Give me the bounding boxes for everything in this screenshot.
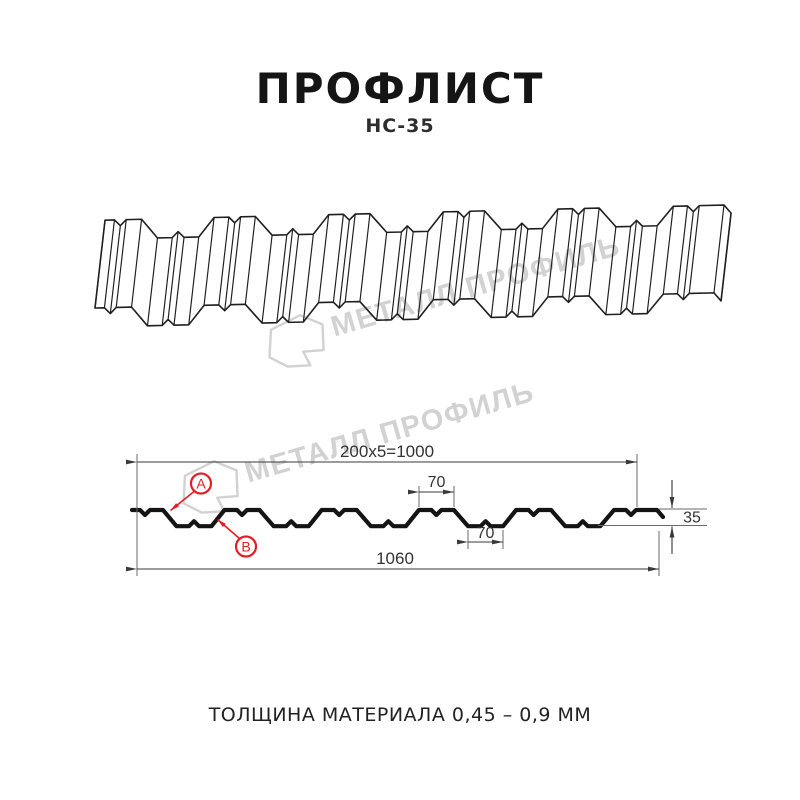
profile-code: НС-35 [365,115,435,137]
dim-label-bottom-flange: 70 [477,525,495,542]
extension-lines-height [598,508,707,526]
dim-label-overall-width: 1060 [376,549,414,568]
callout-a-arrow [169,490,195,512]
dimension-annotations: 200x5=1000 1060 70 70 35 [126,442,707,576]
page-title: ПРОФЛИСТ [255,64,545,113]
dim-label-top-flange: 70 [428,474,446,491]
brand-logo-icon [182,459,239,514]
callout-b-arrow [216,518,241,540]
extension-lines-top-flange [418,486,455,507]
dim-label-pitch: 200x5=1000 [340,442,434,461]
callout-b-letter: В [241,539,250,555]
sheet-rib-edges [94,204,732,326]
callout-a-letter: А [196,476,206,492]
material-note: ТОЛЩИНА МАТЕРИАЛА 0,45 – 0,9 ММ [208,704,592,726]
dim-label-height: 35 [683,510,701,527]
extension-lines-bottom-flange [467,530,504,549]
brand-logo-icon [268,313,325,368]
callout-a-circle [189,472,213,495]
profile-3d-view [94,204,732,327]
callout-b-circle [234,535,258,558]
watermark-text: МЕТАЛЛ ПРОФИЛЬ [241,376,538,489]
profile-cross-section [129,507,666,529]
watermark-brand-upper: МЕТАЛЛ ПРОФИЛЬ [268,230,624,368]
callout-a: А [169,472,213,512]
cross-section-path [129,507,666,529]
callout-b: В [216,518,258,558]
